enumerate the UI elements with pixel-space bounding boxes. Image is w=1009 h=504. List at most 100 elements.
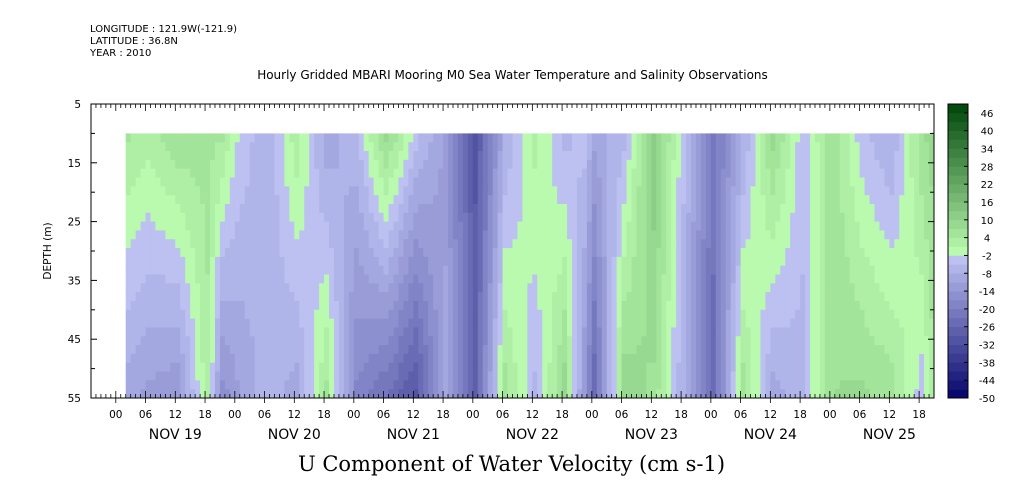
heatmap-cell [700, 336, 707, 346]
heatmap-cell [879, 274, 885, 284]
heatmap-cell [705, 239, 712, 249]
heatmap-cell [398, 212, 404, 222]
heatmap-cell [130, 380, 137, 390]
heatmap-cell [601, 371, 608, 381]
heatmap-cell [879, 151, 885, 161]
heatmap-cell [492, 265, 499, 275]
heatmap-cell [299, 336, 305, 346]
heatmap-cell [348, 353, 355, 364]
heatmap-cell [229, 380, 236, 390]
heatmap-cell [567, 380, 573, 390]
heatmap-cell [537, 292, 543, 302]
heatmap-cell [408, 345, 414, 355]
heatmap-cell [333, 345, 340, 355]
heatmap-cell [145, 371, 151, 381]
heatmap-cell [383, 195, 389, 205]
heatmap-cell [457, 380, 464, 390]
heatmap-cell [755, 186, 761, 196]
heatmap-cell [542, 300, 548, 311]
heatmap-cell [319, 336, 325, 346]
heatmap-cell [130, 353, 137, 364]
heatmap-cell [671, 186, 677, 196]
heatmap-cell [894, 309, 900, 320]
heatmap-cell [487, 371, 494, 381]
heatmap-cell [333, 203, 340, 214]
heatmap-cell [423, 283, 429, 293]
heatmap-cell [353, 353, 360, 364]
heatmap-cell [567, 203, 573, 214]
heatmap-cell [383, 159, 389, 170]
heatmap-cell [586, 212, 593, 222]
heatmap-cell [368, 142, 375, 152]
heatmap-cell [259, 274, 265, 284]
heatmap-cell [269, 292, 275, 302]
heatmap-cell [586, 292, 593, 302]
heatmap-cell [819, 151, 826, 161]
heatmap-cell [502, 248, 508, 258]
heatmap-cell [413, 327, 419, 337]
heatmap-cell [443, 336, 449, 346]
heatmap-cell [819, 389, 826, 399]
heatmap-cell [428, 283, 434, 293]
year-label: YEAR : 2010 [90, 48, 152, 59]
heatmap-cell [373, 195, 380, 205]
heatmap-cell [849, 336, 856, 346]
heatmap-cell [929, 292, 935, 302]
heatmap-cell [914, 389, 920, 399]
heatmap-cell [388, 142, 394, 152]
heatmap-cell [567, 256, 573, 267]
heatmap-cell [333, 371, 340, 381]
heatmap-cell [805, 327, 811, 337]
y-tick-label: 25 [68, 217, 81, 229]
heatmap-cell [160, 318, 166, 328]
heatmap-cell [725, 248, 732, 258]
heatmap-cell [780, 371, 786, 381]
heatmap-cell [651, 230, 657, 240]
heatmap-cell [864, 221, 870, 231]
heatmap-cell [457, 212, 464, 222]
heatmap-cell [180, 309, 186, 320]
heatmap-cell [864, 186, 870, 196]
heatmap-cell [626, 133, 632, 143]
heatmap-cell [299, 380, 305, 390]
heatmap-cell [919, 142, 925, 152]
heatmap-cell [730, 203, 737, 214]
heatmap-cell [294, 309, 300, 320]
heatmap-cell [770, 186, 776, 196]
heatmap-cell [824, 248, 831, 258]
heatmap-cell [919, 300, 925, 311]
heatmap-cell [319, 142, 325, 152]
heatmap-cell [601, 353, 608, 364]
heatmap-cell [884, 151, 890, 161]
heatmap-cell [324, 265, 330, 275]
heatmap-cell [894, 327, 900, 337]
heatmap-cell [874, 142, 880, 152]
heatmap-cell [695, 300, 702, 311]
heatmap-cell [606, 283, 613, 293]
heatmap-cell [403, 239, 409, 249]
heatmap-cell [165, 274, 171, 284]
heatmap-cell [676, 389, 682, 399]
heatmap-cell [304, 309, 310, 320]
heatmap-cell [695, 186, 702, 196]
heatmap-cell [363, 283, 370, 293]
heatmap-cell [581, 327, 588, 337]
heatmap-cell [572, 300, 578, 311]
heatmap-cell [413, 168, 419, 178]
heatmap-cell [190, 274, 196, 284]
heatmap-cell [874, 309, 880, 320]
heatmap-cell [646, 133, 652, 143]
heatmap-cell [309, 274, 315, 284]
heatmap-cell [180, 274, 186, 284]
heatmap-cell [329, 336, 335, 346]
heatmap-cell [254, 248, 260, 258]
heatmap-cell [695, 362, 702, 372]
heatmap-cell [646, 221, 652, 231]
heatmap-cell [889, 362, 895, 372]
heatmap-cell [720, 389, 727, 399]
heatmap-cell [824, 300, 831, 311]
heatmap-cell [869, 265, 875, 275]
heatmap-cell [755, 371, 761, 381]
heatmap-cell [606, 230, 613, 240]
heatmap-cell [249, 336, 256, 346]
